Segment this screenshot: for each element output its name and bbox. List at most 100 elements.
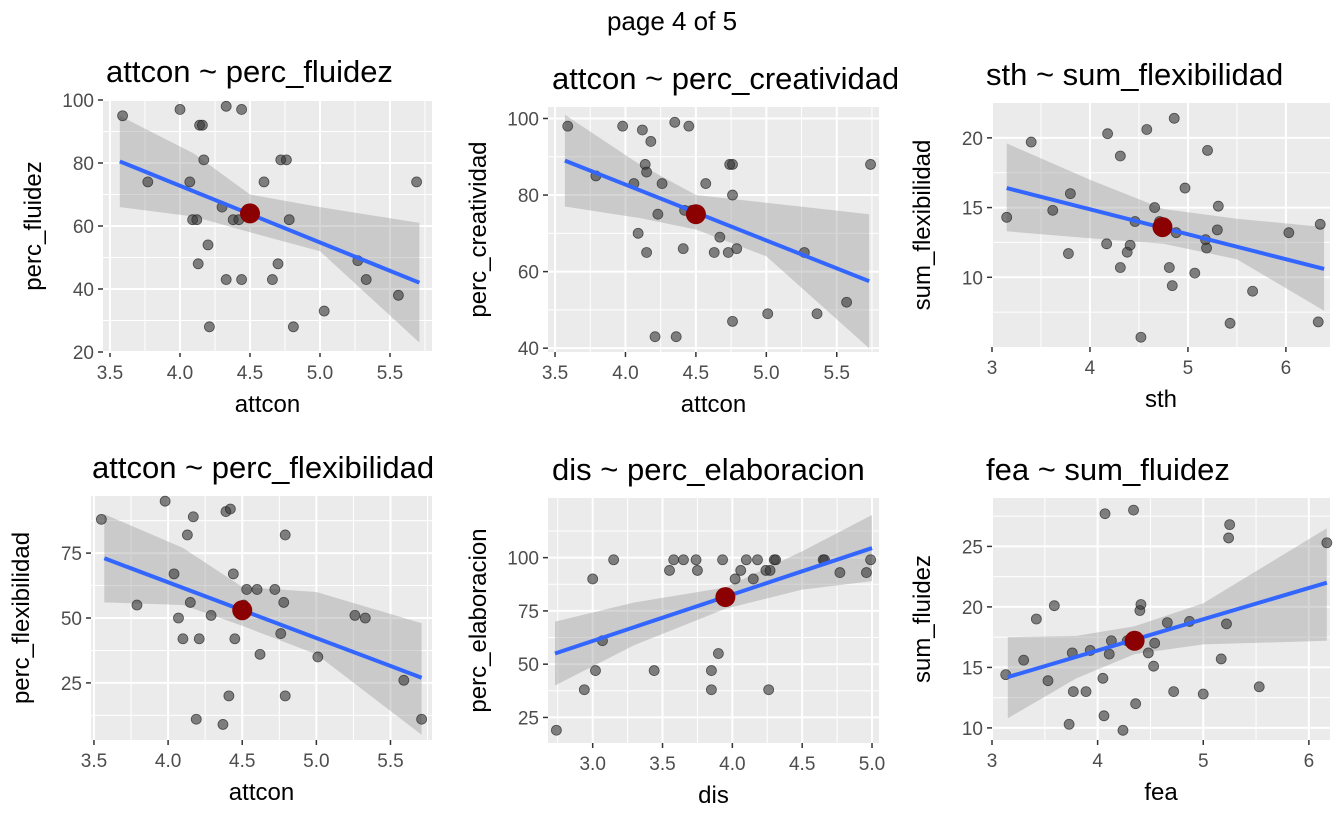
chart-6-y-tick-label: 10 xyxy=(962,719,983,740)
chart-2-point xyxy=(727,315,738,327)
chart-3-x-tick-label: 4 xyxy=(1085,358,1096,379)
chart-3-point xyxy=(1201,242,1212,254)
chart-4-point xyxy=(312,651,324,663)
chart-5-y-axis-label: perc_elaboracion xyxy=(465,528,492,712)
chart-6-point xyxy=(1142,647,1154,659)
chart-1-y-axis-label: perc_fluidez xyxy=(20,161,47,290)
chart-2-point xyxy=(811,308,823,320)
chart-3-x-tick-label: 6 xyxy=(1281,358,1292,379)
chart-3-point xyxy=(1202,145,1213,156)
chart-2-panel: attcon ~ perc_creatividad 3.5 4.0 4.5 5.0 5.5… xyxy=(465,61,897,418)
chart-5-point xyxy=(764,565,776,576)
chart-2-point xyxy=(700,178,712,189)
chart-5-background xyxy=(548,498,879,743)
chart-6-panel: fea ~ sum_fluidez 3 4 5 6 10 15 20 25 fea sum_flui… xyxy=(909,452,1333,806)
chart-4-x-tick-label: 4.0 xyxy=(155,751,181,772)
chart-1-point xyxy=(117,110,128,122)
chart-5-x-tick-label: 5.0 xyxy=(859,754,885,775)
chart-5-point xyxy=(712,648,724,659)
chart-3-point xyxy=(1211,224,1223,236)
chart-2-point xyxy=(652,208,664,220)
chart-1-point xyxy=(411,176,423,188)
chart-1-y-tick-label: 40 xyxy=(73,280,94,301)
chart-3-point xyxy=(1124,239,1136,251)
chart-4-point xyxy=(223,690,235,702)
chart-1-panel: attcon ~ perc_fluidez 3.5 4.0 4.5 5.0 5.5 20 40… xyxy=(20,54,432,418)
chart-4-x-tick-label: 5.5 xyxy=(377,751,403,772)
chart-6-point xyxy=(1130,698,1142,710)
chart-6-title: fea ~ sum_fluidez xyxy=(986,452,1230,487)
chart-6-point xyxy=(1135,599,1147,610)
chart-2-point xyxy=(731,243,743,255)
chart-3-point xyxy=(1114,262,1126,273)
chart-5-point xyxy=(692,565,703,576)
chart-1-point xyxy=(236,274,248,285)
chart-2-x-tick-label: 3.5 xyxy=(542,363,568,384)
chart-5-point xyxy=(608,554,620,566)
page-title: page 4 of 5 xyxy=(606,6,738,36)
chart-3-point xyxy=(1141,124,1153,135)
chart-6-point xyxy=(1253,681,1265,693)
chart-5-point xyxy=(578,684,590,696)
chart-3-title: sth ~ sum_flexibilidad xyxy=(986,57,1283,92)
chart-4-point xyxy=(416,713,428,725)
chart-3-point xyxy=(1168,112,1180,124)
chart-4-x-tick-label: 4.5 xyxy=(229,751,255,772)
chart-1-y-tick-label: 80 xyxy=(73,154,94,175)
chart-4-point xyxy=(193,633,205,645)
chart-5-point xyxy=(770,554,782,566)
chart-2-point xyxy=(641,247,652,258)
chart-6-point xyxy=(1197,688,1209,700)
chart-4-point xyxy=(359,612,371,624)
chart-6-mean-point xyxy=(1124,630,1145,651)
chart-2-point xyxy=(714,231,726,243)
chart-5-point xyxy=(729,573,741,585)
chart-4-point xyxy=(278,597,290,608)
chart-3-panel: sth ~ sum_flexibilidad 3 4 5 6 10 15 20 sth sum_f… xyxy=(909,57,1330,413)
chart-3-point xyxy=(1149,202,1161,213)
chart-5-point xyxy=(706,665,717,676)
chart-2-point xyxy=(645,136,657,147)
chart-1-x-tick-label: 4.0 xyxy=(167,363,193,384)
chart-4-point xyxy=(279,529,291,541)
chart-5-point xyxy=(763,684,775,696)
chart-6-point xyxy=(1128,504,1139,516)
chart-1-y-tick-label: 20 xyxy=(73,343,94,364)
chart-3-mean-point xyxy=(1152,217,1173,238)
chart-4-point xyxy=(184,597,196,608)
chart-3-point xyxy=(1312,316,1324,328)
chart-4-point xyxy=(398,674,410,686)
chart-4-point xyxy=(275,628,287,639)
chart-1-mean-point xyxy=(240,203,260,224)
chart-1-point xyxy=(360,274,372,285)
chart-1-point xyxy=(392,289,404,301)
chart-5-point xyxy=(678,554,689,566)
chart-4-point xyxy=(168,568,180,580)
chart-6-point xyxy=(1149,637,1161,649)
chart-6-x-axis-label: fea xyxy=(1144,779,1178,806)
chart-2-point xyxy=(677,243,689,255)
chart-6-point xyxy=(1048,600,1060,612)
chart-1-point xyxy=(266,274,278,285)
chart-5-point xyxy=(664,565,675,576)
chart-6-point xyxy=(1103,648,1115,660)
chart-2-point xyxy=(636,124,648,136)
chart-5-point xyxy=(590,665,601,676)
chart-5-point xyxy=(690,554,702,566)
chart-3-point xyxy=(1114,150,1126,162)
chart-1-point xyxy=(287,321,299,333)
chart-2-point xyxy=(670,331,682,343)
chart-5-point xyxy=(735,565,747,576)
chart-1-point xyxy=(192,258,204,270)
chart-5-y-tick-label: 50 xyxy=(518,655,539,676)
chart-6-x-tick-label: 4 xyxy=(1092,751,1103,772)
chart-1-x-tick-label: 3.5 xyxy=(97,363,123,384)
chart-2-x-tick-label: 5.5 xyxy=(824,363,850,384)
chart-2-point xyxy=(562,120,574,132)
chart-2-point xyxy=(656,178,668,189)
chart-3-point xyxy=(1283,227,1295,239)
chart-1-point xyxy=(196,119,208,131)
chart-2-point xyxy=(841,296,853,308)
chart-6-point xyxy=(1063,718,1075,730)
chart-5-point xyxy=(648,665,660,676)
